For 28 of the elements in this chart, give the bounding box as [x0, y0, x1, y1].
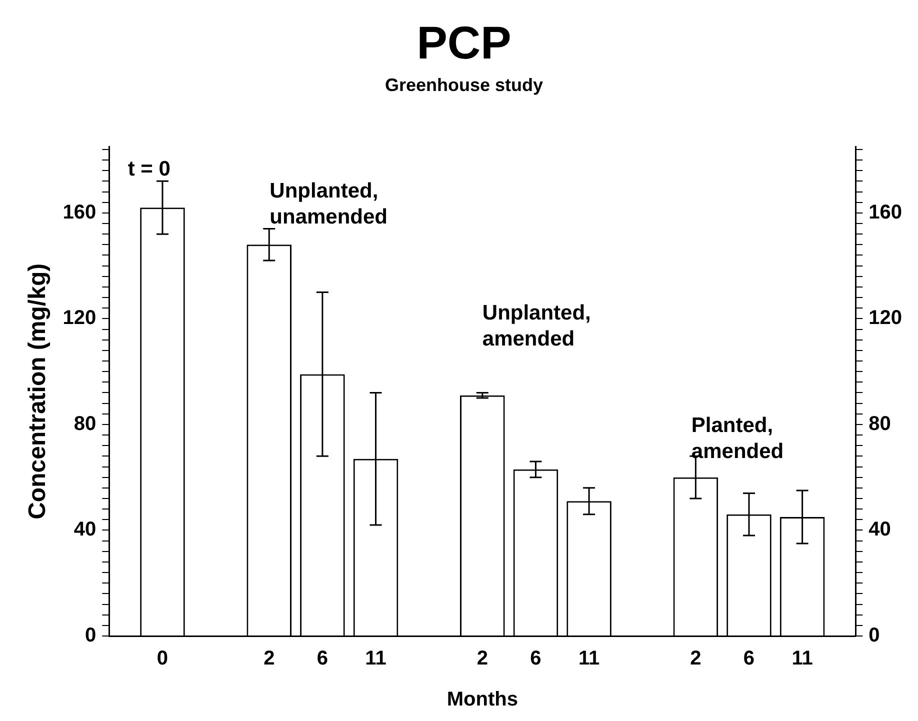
- chart-title: PCP: [416, 16, 512, 68]
- x-tick-label: 6: [316, 648, 328, 670]
- x-tick-label: 6: [743, 648, 755, 670]
- y2-tick-label: 80: [868, 412, 891, 435]
- x-tick-label: 0: [156, 648, 168, 670]
- y2-tick-label: 160: [868, 201, 902, 224]
- chart-subtitle: Greenhouse study: [384, 74, 544, 95]
- y2-tick-label: 40: [868, 518, 891, 541]
- y-tick-label: 80: [74, 412, 96, 435]
- y-tick-label: 0: [85, 624, 96, 647]
- x-tick-label: 11: [578, 648, 600, 670]
- x-axis-title: Months: [446, 688, 518, 711]
- annotation: Unplanted, unamended: [270, 179, 388, 228]
- x-tick-label: 11: [365, 648, 386, 670]
- x-tick-label: 2: [690, 648, 702, 670]
- y-axis-title: Concentration (mg/kg): [24, 263, 52, 520]
- x-tick-label: 6: [530, 648, 542, 670]
- x-tick-label: 2: [264, 648, 275, 670]
- annotation: Unplanted, amended: [482, 302, 591, 351]
- y-tick-label: 160: [62, 201, 96, 224]
- annotation: t = 0: [128, 157, 170, 180]
- y2-tick-label: 0: [868, 624, 880, 647]
- x-tick-label: 2: [476, 648, 488, 670]
- y2-tick-label: 120: [868, 307, 902, 330]
- x-tick-label: 11: [792, 648, 813, 670]
- y-tick-label: 40: [74, 518, 96, 541]
- y-tick-label: 120: [62, 307, 96, 330]
- annotation: Planted, amended: [691, 414, 784, 464]
